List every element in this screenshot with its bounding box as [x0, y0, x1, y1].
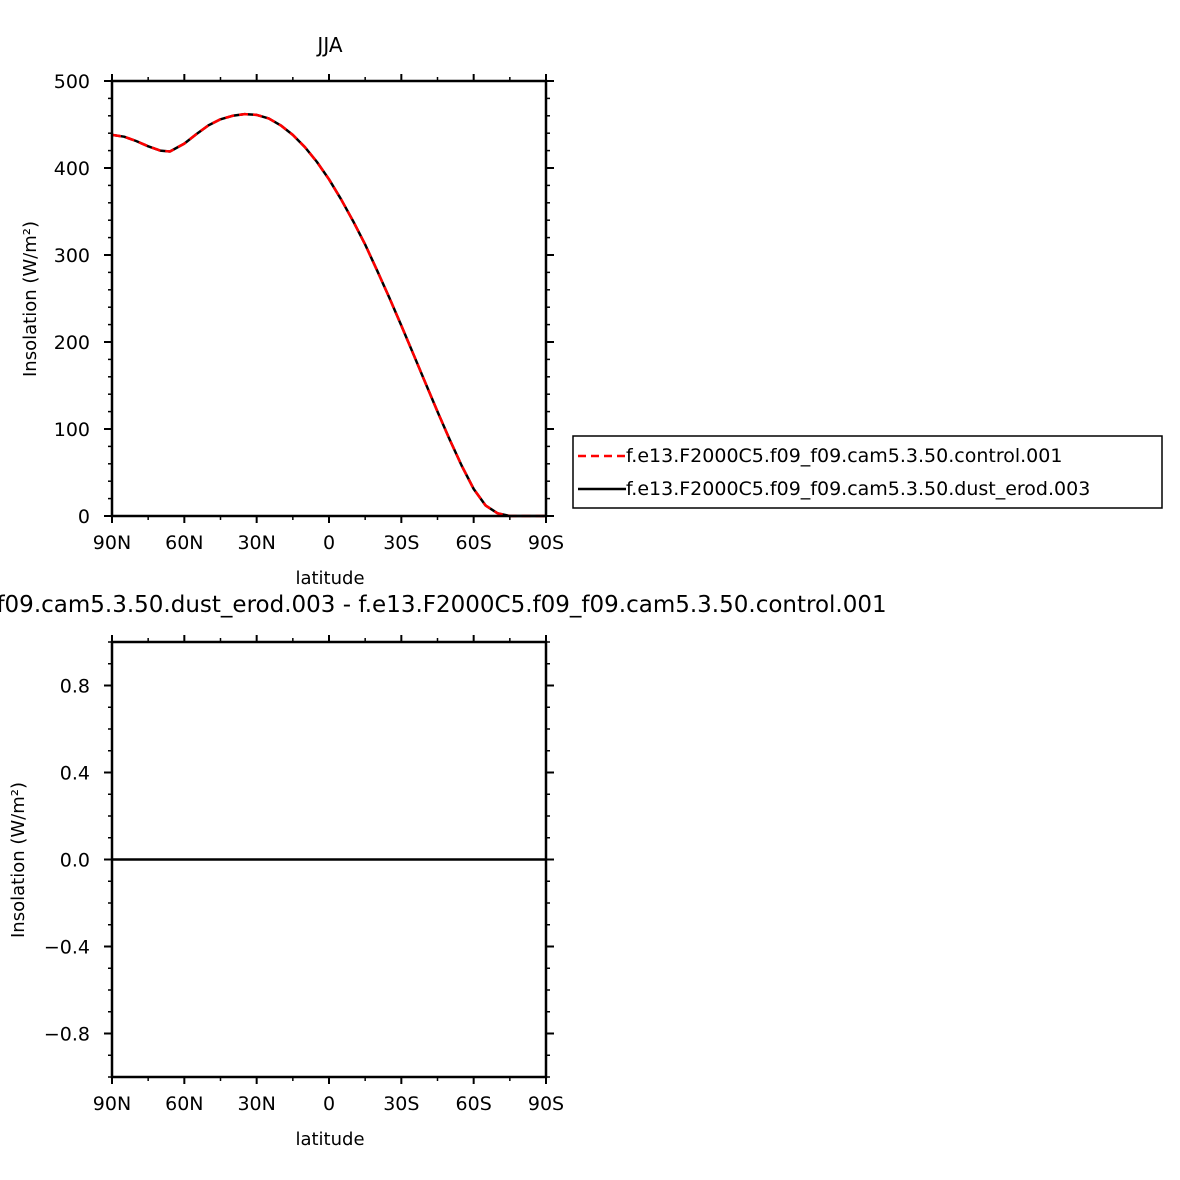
- top-series-line-1: [111, 112, 546, 518]
- top-ytick-label: 200: [54, 332, 90, 354]
- top-xtick-label: 0: [323, 532, 335, 554]
- bottom-chart-title: f.e13.F2000C5.f09_f09.cam5.3.50.dust_ero…: [0, 592, 887, 618]
- top-xtick-label: 30N: [237, 532, 275, 554]
- difference-panel: f.e13.F2000C5.f09_f09.cam5.3.50.dust_ero…: [0, 592, 887, 1150]
- legend-label-dust-erod: f.e13.F2000C5.f09_f09.cam5.3.50.dust_ero…: [626, 478, 1090, 500]
- insolation-panel: JJA 90N 60N 30N 0 30S 60S 90S0100200300400500 …: [20, 33, 564, 589]
- top-ytick-label: 500: [54, 71, 90, 93]
- top-axes: 90N 60N 30N 0 30S 60S 90S 0 100 200 300 400 500: [54, 71, 564, 554]
- top-xtick-label: 60N: [165, 532, 203, 554]
- top-chart-title: JJA: [315, 33, 342, 57]
- legend: f.e13.F2000C5.f09_f09.cam5.3.50.control.…: [572, 435, 1163, 509]
- top-xtick-label: 90N: [93, 532, 131, 554]
- bottom-ytick-label: −0.8: [44, 1024, 90, 1046]
- top-xlabel: latitude: [295, 568, 364, 589]
- top-curves: [111, 112, 546, 518]
- bottom-xtick-label: 60S: [456, 1093, 492, 1115]
- bottom-xtick-label: 30S: [383, 1093, 419, 1115]
- bottom-xtick-label: 0: [323, 1093, 335, 1115]
- top-ylabel: Insolation (W/m²): [20, 221, 41, 377]
- bottom-axes: 90N 60N 30N 0 30S 60S 90S −0.8 −0.4 0.0 0.4 0.8: [44, 635, 564, 1115]
- top-ytick-label: 300: [54, 245, 90, 267]
- top-ytick-label: 0: [78, 506, 90, 528]
- bottom-xtick-label: 90S: [528, 1093, 564, 1115]
- top-xtick-label: 60S: [456, 532, 492, 554]
- top-ytick-label: 400: [54, 158, 90, 180]
- legend-label-control: f.e13.F2000C5.f09_f09.cam5.3.50.control.…: [626, 445, 1062, 467]
- bottom-xtick-label: 30N: [237, 1093, 275, 1115]
- bottom-xlabel: latitude: [295, 1129, 364, 1150]
- bottom-xtick-label: 90N: [93, 1093, 131, 1115]
- bottom-ytick-label: 0.0: [60, 850, 90, 872]
- bottom-ylabel: Insolation (W/m²): [8, 782, 29, 938]
- legend-box: [572, 435, 1163, 509]
- bottom-ytick-label: −0.4: [44, 937, 90, 959]
- bottom-xtick-label: 60N: [165, 1093, 203, 1115]
- top-xtick-label: 90S: [528, 532, 564, 554]
- top-ytick-label: 100: [54, 419, 90, 441]
- top-series-line-0: [111, 112, 546, 518]
- top-xtick-label: 30S: [383, 532, 419, 554]
- bottom-ytick-label: 0.4: [60, 763, 90, 785]
- bottom-ytick-label: 0.8: [60, 676, 90, 698]
